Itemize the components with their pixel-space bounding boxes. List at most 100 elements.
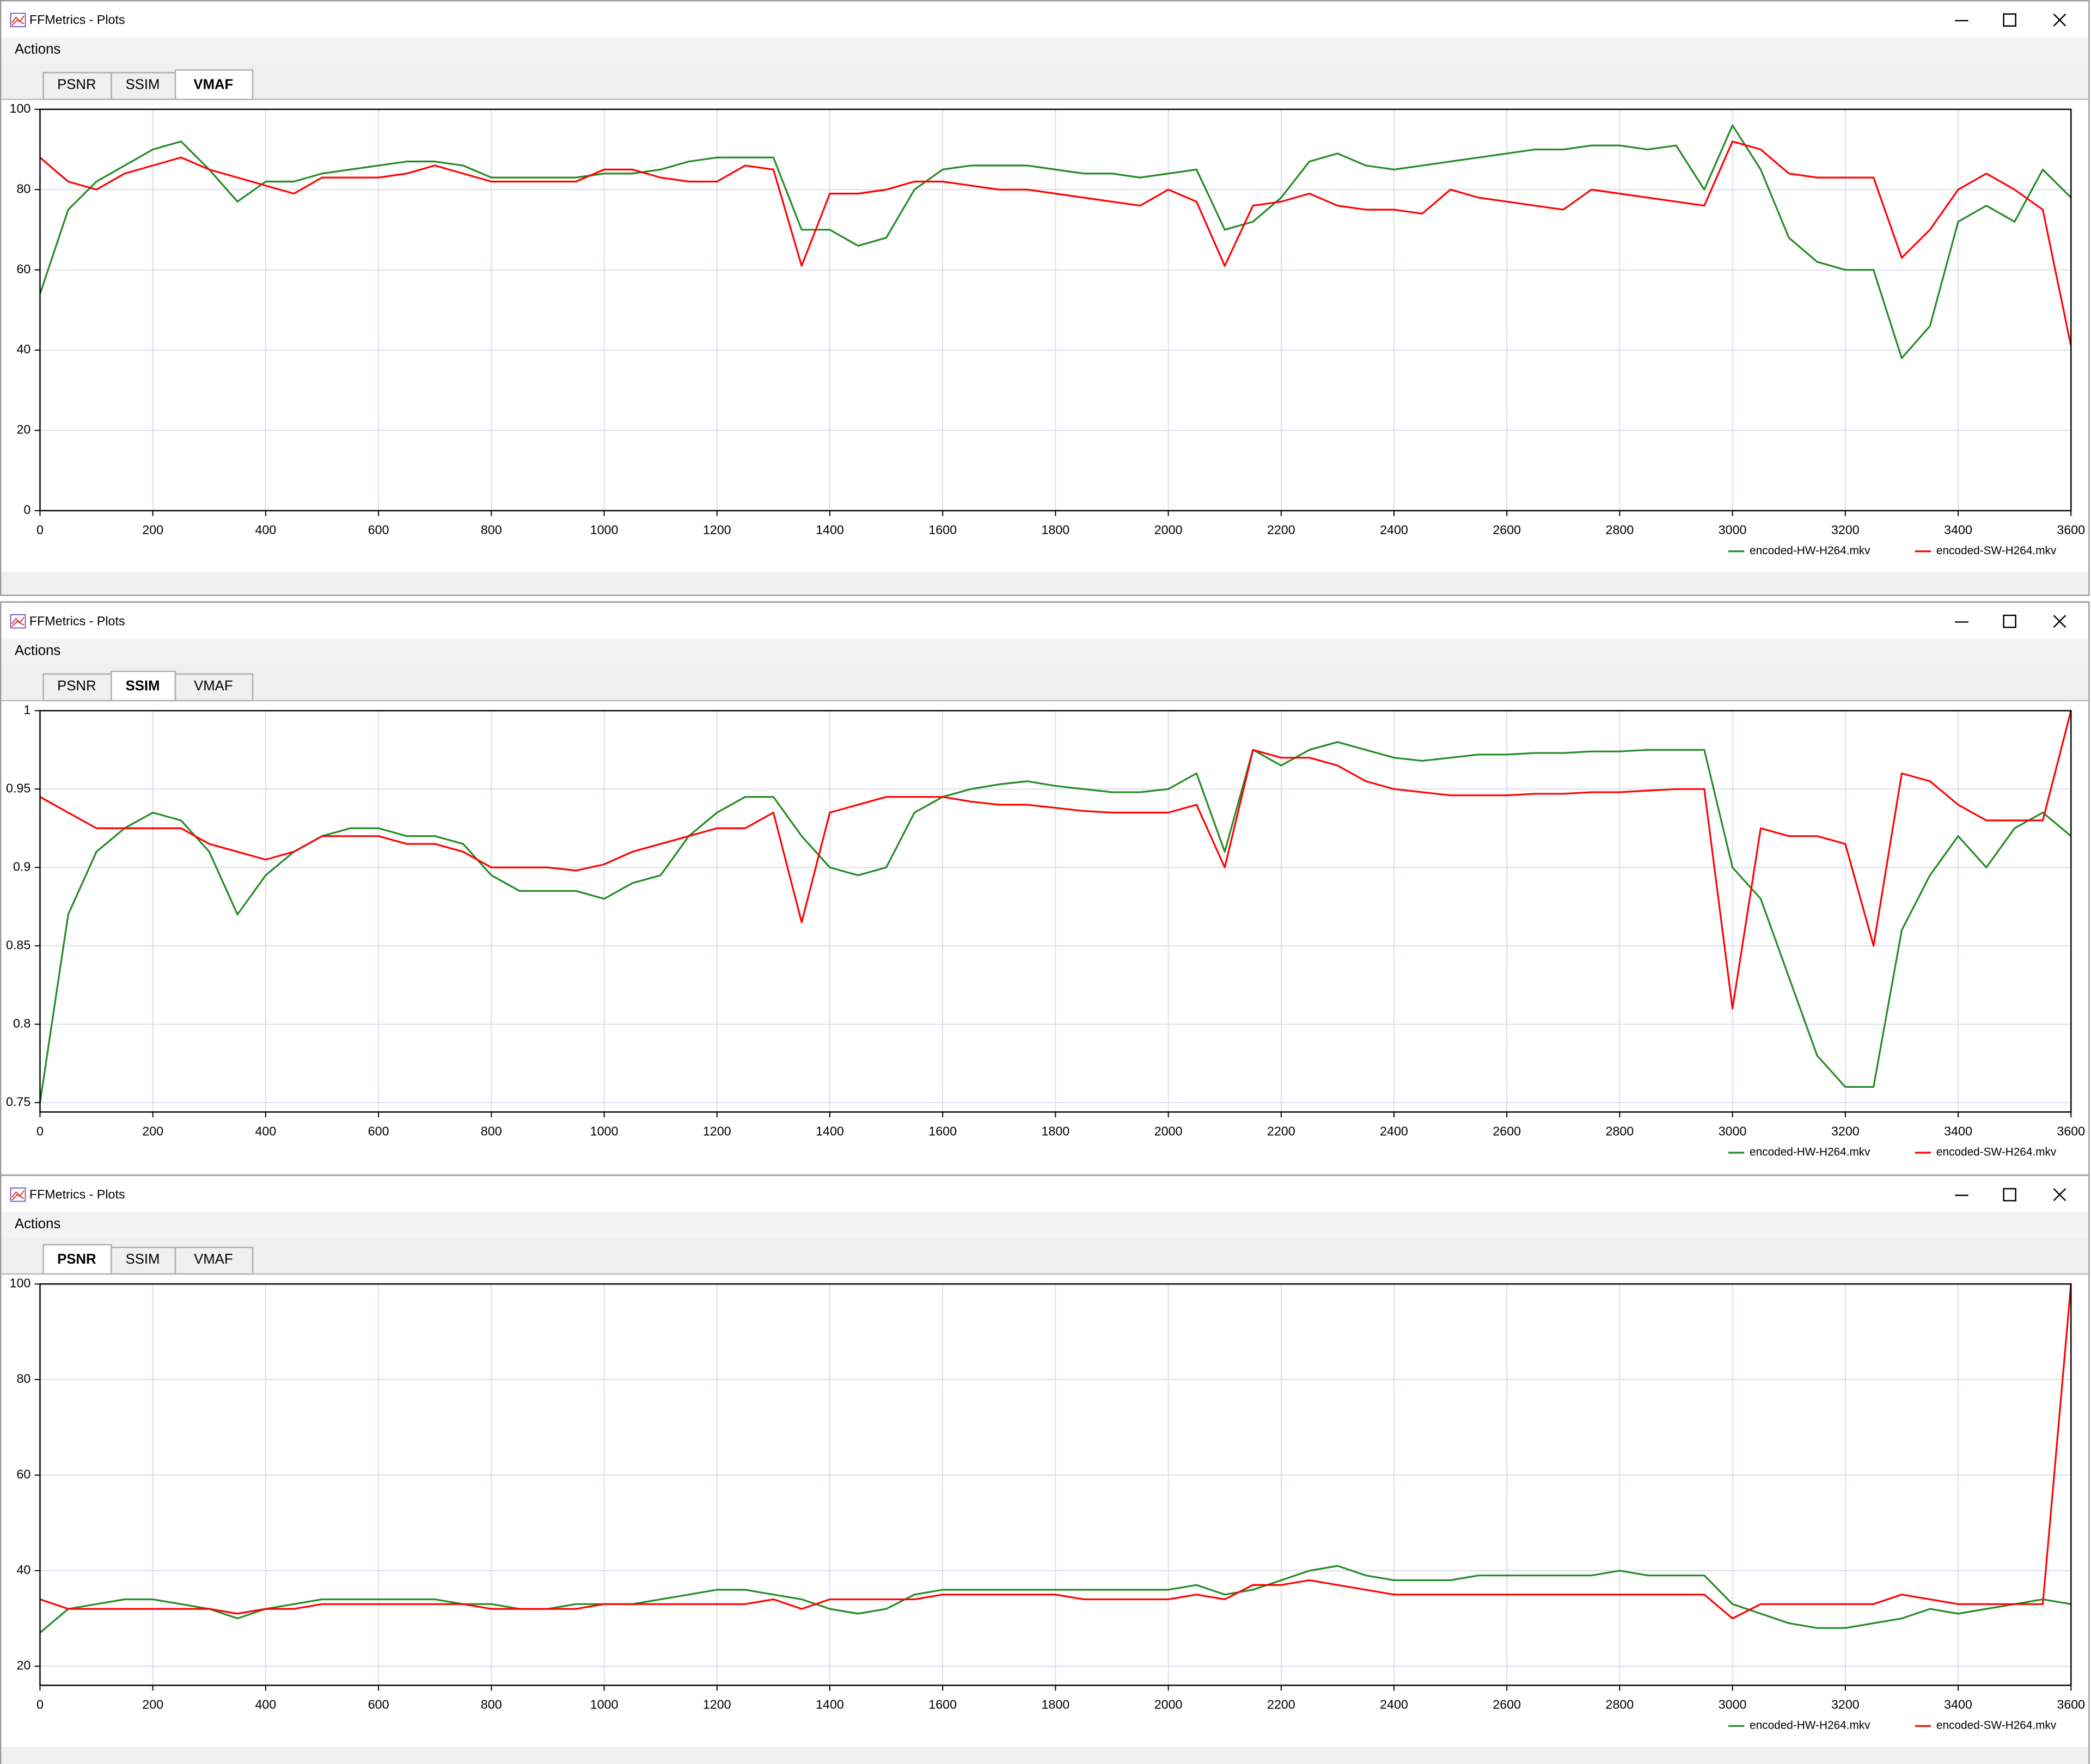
menu-item[interactable]: Actions [15,1216,60,1232]
tab-label[interactable]: SSIM [126,77,160,93]
series-line [39,1284,2072,1620]
tab-label[interactable]: VMAF [194,1252,233,1267]
tab[interactable] [42,1244,112,1275]
maximize-button[interactable] [2003,13,2016,27]
x-tick-label: 2400 [1380,1697,1408,1711]
x-tick-label: 3400 [1944,1697,1972,1711]
x-tick-label: 3200 [1831,523,1860,537]
series-line [39,124,2072,359]
app-icon [10,13,26,27]
x-tick-label: 2800 [1606,1124,1634,1138]
tab[interactable] [174,1246,254,1275]
x-tick-label: 1600 [928,1124,957,1138]
legend-label: encoded-SW-H264.mkv [1936,544,2057,557]
tab-strip [1,63,2089,100]
x-tick-label: 3200 [1831,1697,1860,1711]
tab-label[interactable]: PSNR [57,1252,96,1267]
series-line [39,710,2072,1009]
y-tick-label: 80 [16,181,30,195]
maximize-button[interactable] [2003,1188,2016,1202]
x-tick-label: 1000 [590,1697,619,1711]
tab[interactable] [174,69,254,100]
x-tick-label: 3600 [2057,1697,2085,1711]
close-button[interactable] [2053,1188,2066,1202]
x-tick-label: 1000 [590,1124,619,1138]
tab-label[interactable]: SSIM [126,678,160,694]
window-bottom-bar [1,1747,2089,1764]
tab[interactable] [111,1246,176,1275]
x-tick-label: 2200 [1267,1697,1295,1711]
x-tick-label: 800 [481,1697,502,1711]
tab-label[interactable]: PSNR [57,77,96,93]
menu-bar [1,37,2089,63]
plot-border [39,1283,2072,1686]
tab[interactable] [42,72,112,100]
tab-label[interactable]: VMAF [193,77,233,93]
x-tick-label: 1200 [703,1697,731,1711]
y-tick-label: 80 [16,1371,30,1386]
y-tick-label: 100 [10,101,31,115]
x-tick-label: 1600 [928,1697,957,1711]
plot-border [39,108,2072,512]
x-tick-label: 2000 [1154,1697,1183,1711]
x-tick-label: 2600 [1493,1124,1521,1138]
maximize-button[interactable] [2003,614,2016,628]
x-tick-label: 800 [481,1124,502,1138]
y-tick-label: 0.85 [6,938,30,952]
tab-label[interactable]: VMAF [194,678,233,694]
menu-item[interactable]: Actions [15,42,60,57]
x-tick-label: 400 [255,1697,276,1711]
plot-panel [1,1275,2089,1747]
x-tick-label: 3000 [1719,523,1747,537]
x-tick-label: 3600 [2057,1124,2085,1138]
menu-bar [1,1212,2089,1238]
tab[interactable] [111,670,176,702]
menu-bar [1,639,2089,664]
x-tick-label: 3000 [1719,1697,1747,1711]
x-tick-label: 2800 [1606,523,1634,537]
y-tick-label: 0.9 [13,859,30,873]
y-tick-label: 0.75 [6,1094,30,1108]
x-tick-label: 2200 [1267,523,1295,537]
y-tick-label: 40 [16,1563,30,1577]
x-tick-label: 2000 [1154,523,1183,537]
x-tick-label: 3200 [1831,1124,1860,1138]
tab[interactable] [174,673,254,702]
close-button[interactable] [2053,13,2066,27]
window-title: FFMetrics - Plots [29,1187,125,1202]
x-tick-label: 3600 [2057,523,2085,537]
y-tick-label: 60 [16,1467,30,1481]
window-title: FFMetrics - Plots [29,614,125,628]
x-tick-label: 1200 [703,523,731,537]
x-tick-label: 2800 [1606,1697,1634,1711]
x-tick-label: 200 [142,523,163,537]
y-tick-label: 1 [23,702,30,716]
x-tick-label: 1800 [1042,1697,1070,1711]
tab[interactable] [42,673,112,702]
x-tick-label: 2600 [1493,1697,1521,1711]
x-tick-label: 600 [368,1124,389,1138]
x-tick-label: 2200 [1267,1124,1295,1138]
tab-label[interactable]: PSNR [57,678,96,694]
app-icon [10,1187,26,1202]
x-tick-label: 600 [368,523,389,537]
y-tick-label: 40 [16,342,30,356]
x-tick-label: 1800 [1042,1124,1070,1138]
tab-label[interactable]: SSIM [126,1252,160,1267]
menu-item[interactable]: Actions [15,643,60,658]
x-tick-label: 200 [142,1697,163,1711]
tab[interactable] [111,72,176,100]
y-tick-label: 0 [23,503,30,517]
legend-label: encoded-HW-H264.mkv [1750,1146,1870,1159]
app-icon [10,614,26,629]
close-button[interactable] [2053,615,2066,628]
y-tick-label: 20 [16,1658,30,1673]
x-tick-label: 0 [36,523,44,537]
plot-panel [1,100,2089,572]
x-tick-label: 1600 [928,523,957,537]
x-tick-label: 3000 [1719,1124,1747,1138]
legend-label: encoded-SW-H264.mkv [1936,1719,2057,1732]
